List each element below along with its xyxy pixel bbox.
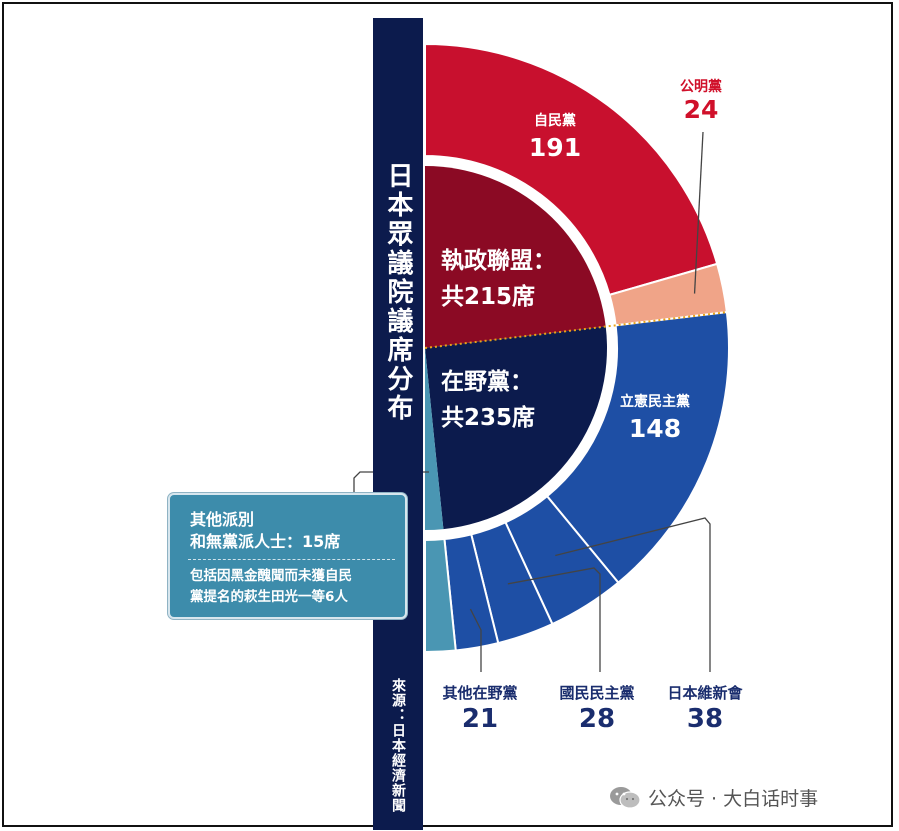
- cdp-value: 148: [628, 414, 682, 443]
- ishin-leader: [555, 517, 711, 672]
- komeito-value: 24: [683, 95, 719, 124]
- title-spine: [373, 18, 423, 830]
- dpp-leader: [507, 567, 601, 672]
- ishin-value: 38: [686, 704, 724, 734]
- others-title-line2: 和無黨派人士：15席: [190, 532, 341, 551]
- others-callout-title: 其他派別 和無黨派人士：15席: [190, 509, 340, 553]
- seat-chart: [353, 42, 730, 672]
- others-detail-line1: 包括因黑金醜聞而未獲自民: [190, 568, 352, 584]
- watermark-text: 公众号 · 大白话时事: [648, 787, 819, 810]
- inner-group-0: [425, 166, 606, 348]
- coalition-total: 共215席: [441, 284, 536, 310]
- ishin-label: 日本維新會: [667, 684, 743, 702]
- dpp-value: 28: [578, 704, 616, 734]
- leader-lines: [353, 131, 727, 672]
- others-title-line1: 其他派別: [190, 510, 255, 529]
- chart-source: 來源：日本經濟新聞: [390, 678, 406, 813]
- chart-title: 日本眾議院議席分布: [383, 162, 413, 423]
- dpp-label: 國民民主黨: [559, 684, 635, 702]
- watermark: 公众号 · 大白话时事: [608, 783, 818, 811]
- ldp-value: 191: [528, 133, 582, 162]
- segment-0: [424, 42, 719, 297]
- ldp-label: 自民黨: [534, 113, 576, 129]
- coalition-divider: [424, 311, 727, 349]
- coalition-name: 執政聯盟：: [441, 248, 556, 274]
- inner-group-others: [425, 348, 444, 531]
- opposition-total: 共235席: [441, 405, 536, 431]
- komeito-label: 公明黨: [680, 79, 722, 95]
- other-opp-label: 其他在野黨: [442, 684, 518, 702]
- other-opp-value: 21: [461, 704, 499, 734]
- segment-6: [424, 537, 457, 654]
- komeito-leader: [693, 131, 704, 294]
- others-callout-detail: 包括因黑金醜聞而未獲自民 黨提名的萩生田光一等6人: [190, 566, 352, 608]
- inner-group-1: [425, 326, 607, 530]
- others-callout: 其他派別 和無黨派人士：15席 包括因黑金醜聞而未獲自民 黨提名的萩生田光一等6…: [168, 493, 407, 619]
- callout-divider: [188, 559, 395, 560]
- wechat-icon: [610, 787, 641, 809]
- other-opp-leader: [469, 608, 482, 672]
- cdp-label: 立憲民主黨: [620, 394, 690, 410]
- inner-ring: [425, 166, 607, 531]
- others-detail-line2: 黨提名的萩生田光一等6人: [190, 589, 348, 605]
- opposition-name: 在野黨：: [441, 369, 533, 395]
